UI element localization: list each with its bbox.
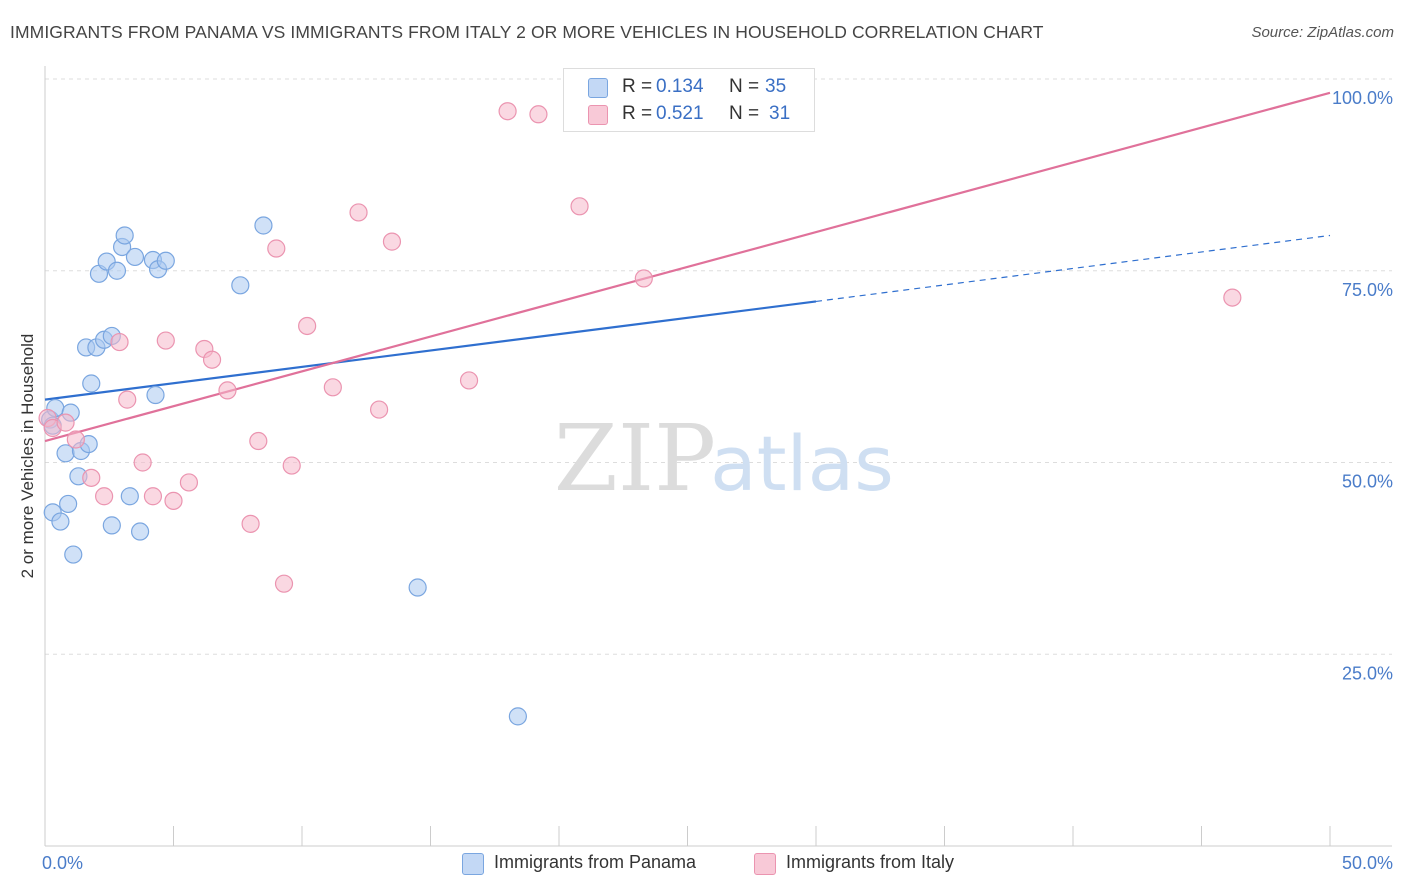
italy-point (298, 316, 317, 336)
panama-point (102, 516, 121, 535)
correlation-legend: R = 0.134 N = 35 R = 0.521 N = 31 (563, 68, 815, 132)
italy-point (459, 371, 479, 390)
italy-point (1223, 288, 1242, 307)
panama-trend-line (44, 300, 817, 401)
legend-n-value: 35 (765, 76, 787, 97)
panama-point (130, 522, 150, 541)
panama-trend-extension (815, 234, 1331, 303)
y-tick-label: 100.0% (1332, 88, 1393, 108)
panama-point (82, 374, 101, 393)
legend-r-label: R = (622, 103, 653, 124)
italy-point (382, 232, 402, 251)
panama-point (156, 251, 175, 270)
legend-r-label: R = (622, 76, 653, 97)
panama-point (508, 707, 527, 726)
panama-point (146, 385, 165, 405)
panama-point (125, 247, 145, 267)
italy-point (202, 350, 222, 369)
italy-point (267, 239, 286, 258)
source-label: Source: ZipAtlas.com (1251, 24, 1394, 41)
italy-point (179, 473, 199, 492)
italy-point (249, 431, 268, 451)
italy-point (323, 378, 342, 397)
panama-swatch (588, 78, 608, 98)
y-tick-label: 50.0% (1342, 472, 1393, 492)
y-axis-label: 2 or more Vehicles in Household (18, 334, 37, 579)
legend-n-label: N = (729, 76, 760, 97)
y-tick-label: 75.0% (1342, 280, 1393, 300)
chart-title: IMMIGRANTS FROM PANAMA VS IMMIGRANTS FRO… (10, 22, 1044, 42)
bottom-legend-italy-label: Immigrants from Italy (786, 852, 955, 872)
italy-point (110, 332, 129, 352)
x-tick-label: 0.0% (42, 853, 83, 873)
italy-point (570, 197, 589, 216)
axes (44, 66, 1392, 847)
panama-point (115, 226, 134, 245)
italy-point (95, 487, 114, 506)
watermark-zip: ZIP (554, 405, 716, 512)
italy-point (529, 105, 548, 124)
italy-trend-line (44, 91, 1331, 443)
italy-point (56, 413, 75, 432)
x-tick-label: 50.0% (1342, 853, 1393, 873)
italy-point (349, 203, 368, 222)
italy-point (156, 331, 175, 350)
italy-point (82, 468, 101, 487)
italy-point (133, 453, 152, 472)
panama-swatch (462, 853, 484, 875)
legend-n-value: 31 (769, 103, 791, 124)
panama-point (120, 487, 139, 506)
italy-point (498, 102, 517, 121)
gridlines (45, 78, 1392, 655)
y-tick-label: 25.0% (1342, 663, 1393, 683)
panama-point (59, 494, 78, 514)
italy-point (66, 430, 85, 449)
italy-point (118, 390, 137, 409)
trend-lines (44, 91, 1331, 443)
panama-point (231, 276, 250, 295)
panama-point (51, 512, 70, 531)
italy-point (241, 514, 260, 533)
panama-point (254, 216, 273, 235)
data-points (38, 69, 1242, 726)
italy-point (370, 400, 389, 419)
italy-point (282, 456, 301, 475)
italy-point (274, 574, 294, 593)
panama-point (408, 578, 427, 597)
italy-point (143, 487, 163, 506)
italy-swatch (588, 105, 608, 125)
legend-r-value: 0.134 (656, 76, 704, 97)
panama-point (64, 545, 83, 564)
watermark: ZIP atlas (554, 405, 894, 512)
legend-n-label: N = (729, 103, 760, 124)
bottom-legend-panama-label: Immigrants from Panama (494, 852, 697, 872)
italy-point (218, 381, 237, 400)
italy-swatch (754, 853, 776, 875)
italy-point (164, 491, 183, 510)
panama-point (107, 261, 127, 280)
italy-point (634, 269, 653, 288)
watermark-atlas: atlas (710, 419, 894, 508)
legend-r-value: 0.521 (656, 103, 704, 124)
tick-labels: 25.0% 50.0% 75.0% 100.0% 0.0% 50.0% (42, 88, 1393, 873)
